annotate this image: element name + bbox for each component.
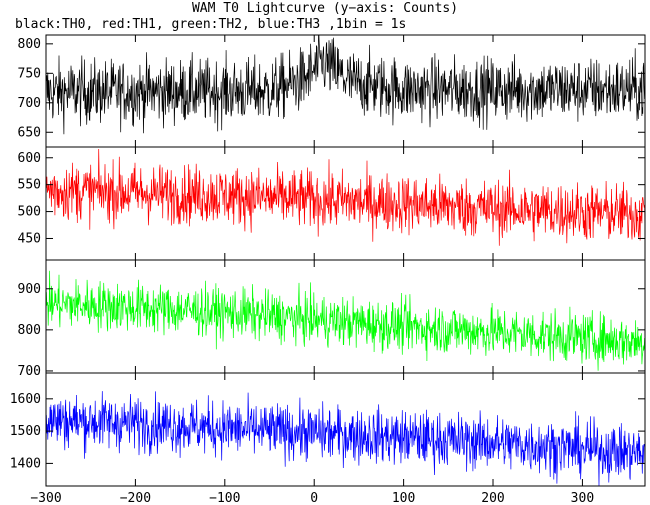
series-line-th0 [46, 35, 645, 135]
y-tick-label: 700 [18, 364, 41, 379]
y-tick-label: 1400 [10, 456, 41, 471]
panel-frame [45, 372, 646, 487]
y-tick-label: 450 [18, 231, 41, 246]
y-tick-label: 650 [18, 125, 41, 140]
series-line-th2 [46, 270, 645, 371]
chart-title: WAM T0 Lightcurve (y−axis: Counts) [191, 1, 459, 16]
x-tick-label: −100 [209, 491, 240, 505]
y-tick-label: 900 [18, 282, 41, 297]
y-tick-label: 1500 [10, 424, 41, 439]
panel-th1: 450 500 550 600 [18, 146, 646, 261]
x-tick-label: −300 [30, 491, 61, 505]
y-tick-label: 550 [18, 178, 41, 193]
panel-th3: 1400 1500 1600 [10, 372, 646, 487]
panel-th2: 700 800 900 [18, 259, 646, 379]
series-line-th1 [46, 148, 645, 246]
series-line-th3 [46, 391, 645, 486]
y-tick-label: 500 [18, 205, 41, 220]
panel-frame [45, 146, 646, 261]
chart-legend-text: black:TH0, red:TH1, green:TH2, blue:TH3 … [15, 17, 407, 32]
y-tick-label: 700 [18, 96, 41, 111]
x-tick-label: −200 [120, 491, 151, 505]
panel-th0: 650 700 750 800 [18, 34, 646, 148]
x-tick-label: 0 [310, 491, 318, 505]
y-tick-label: 1600 [10, 392, 41, 407]
x-tick-label: 300 [571, 491, 594, 505]
y-tick-label: 750 [18, 66, 41, 81]
x-tick-label: 200 [481, 491, 504, 505]
y-tick-label: 600 [18, 151, 41, 166]
y-tick-label: 800 [18, 323, 41, 338]
y-tick-label: 800 [18, 37, 41, 52]
x-tick-label: 100 [392, 491, 415, 505]
